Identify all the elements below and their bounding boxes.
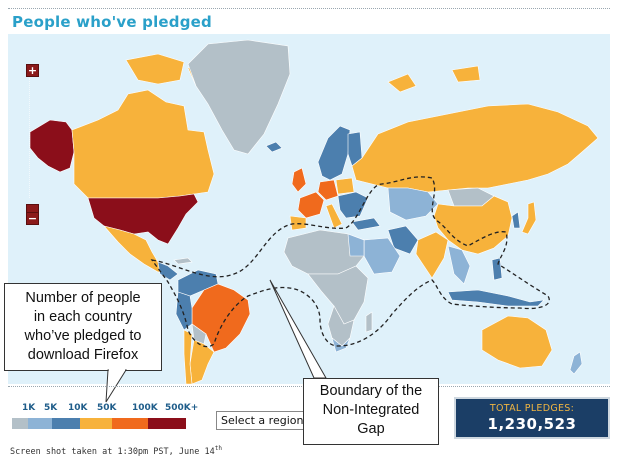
legend-label-10k: 10K <box>68 403 88 413</box>
country-japan[interactable] <box>521 201 537 235</box>
country-new-zealand[interactable] <box>569 351 583 375</box>
legend-swatch <box>52 418 80 429</box>
country-south-africa[interactable] <box>331 337 351 353</box>
callout-line: who’ve pledged to <box>24 328 142 344</box>
screenshot-caption: Screen shot taken at 1:30pm PST, June 14… <box>10 445 222 457</box>
eastern-europe[interactable] <box>337 191 369 219</box>
country-chile[interactable] <box>183 329 193 384</box>
central-africa[interactable] <box>307 265 369 325</box>
country-indonesia[interactable] <box>447 289 545 307</box>
country-madagascar[interactable] <box>365 311 373 333</box>
callout-line: Gap <box>357 421 385 437</box>
legend-swatch <box>28 418 52 429</box>
country-egypt[interactable] <box>347 233 365 257</box>
total-pledges-box: TOTAL PLEDGES: 1,230,523 <box>454 397 610 439</box>
gap-explanation-callout: Boundary of the Non-Integrated Gap <box>303 378 439 445</box>
legend-label-50k: 50K <box>97 403 117 413</box>
page-title: People who've pledged <box>12 13 212 31</box>
country-spain[interactable] <box>289 215 307 231</box>
country-germany[interactable] <box>317 179 339 201</box>
callout-line: Non-Integrated <box>322 402 420 418</box>
caribbean[interactable] <box>173 257 193 265</box>
callout-line: Number of people <box>25 290 141 306</box>
callout-line: Boundary of the <box>319 383 423 399</box>
zoom-slider-track[interactable] <box>29 78 37 198</box>
legend-swatch <box>148 418 186 429</box>
legend-swatch <box>112 418 148 429</box>
country-greenland[interactable] <box>187 39 291 155</box>
region-select[interactable]: Select a region <box>216 411 308 430</box>
legend-labels: 1K 5K 10K 50K 100K 500K+ <box>8 403 208 415</box>
caption-suffix: th <box>214 445 222 452</box>
country-poland[interactable] <box>335 177 355 195</box>
country-iceland[interactable] <box>265 141 283 153</box>
callout-line: in each country <box>33 309 133 325</box>
country-alaska[interactable] <box>29 119 75 173</box>
country-india[interactable] <box>415 231 449 279</box>
legend-label-100k: 100K <box>132 403 158 413</box>
legend-label-5k: 5K <box>44 403 58 413</box>
legend-label-1k: 1K <box>22 403 36 413</box>
country-turkey[interactable] <box>351 217 381 231</box>
legend-swatch <box>80 418 112 429</box>
zoom-out-button[interactable]: − <box>26 212 39 225</box>
country-uk[interactable] <box>291 167 307 193</box>
legend-explanation-callout: Number of people in each country who’ve … <box>4 283 162 371</box>
country-italy[interactable] <box>325 203 343 229</box>
country-france[interactable] <box>297 191 325 219</box>
top-divider <box>8 8 610 9</box>
southeast-asia[interactable] <box>447 245 471 285</box>
total-pledges-value: 1,230,523 <box>487 415 577 433</box>
legend-swatch <box>12 418 28 429</box>
country-korea[interactable] <box>511 211 521 229</box>
country-philippines[interactable] <box>491 257 503 281</box>
callout-line: download Firefox <box>27 347 139 363</box>
zoom-in-button[interactable]: + <box>26 64 39 77</box>
total-pledges-label: TOTAL PLEDGES: <box>489 403 575 414</box>
legend-color-bar <box>12 418 186 429</box>
country-china[interactable] <box>433 195 513 255</box>
russia-arctic-islands[interactable] <box>387 65 481 93</box>
country-australia[interactable] <box>481 315 553 369</box>
caption-text: Screen shot taken at 1:30pm PST, June 14 <box>10 446 215 457</box>
legend-label-500k: 500K+ <box>165 403 199 413</box>
